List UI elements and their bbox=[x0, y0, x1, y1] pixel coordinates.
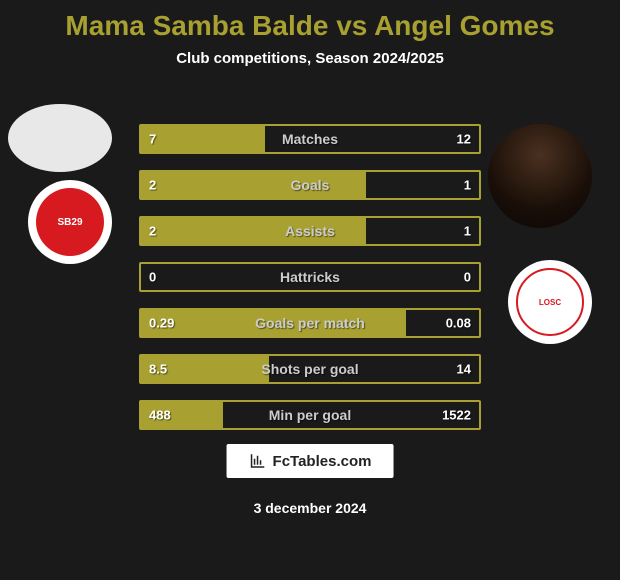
stat-value-right: 1522 bbox=[442, 408, 471, 423]
stat-row: 488Min per goal1522 bbox=[139, 400, 481, 430]
stat-label: Goals per match bbox=[141, 315, 479, 331]
stats-bars: 7Matches12 2Goals1 2Assists1 0Hattricks0 0.2… bbox=[139, 124, 481, 446]
stat-row: 8.5Shots per goal14 bbox=[139, 354, 481, 384]
stat-label: Min per goal bbox=[141, 407, 479, 423]
chart-icon bbox=[249, 452, 267, 470]
stat-row: 7Matches12 bbox=[139, 124, 481, 154]
club-left-badge: SB29 bbox=[28, 180, 112, 264]
footer-site-badge[interactable]: FcTables.com bbox=[227, 444, 394, 478]
player-right-avatar bbox=[488, 124, 592, 228]
stat-value-right: 12 bbox=[457, 132, 471, 147]
stat-label: Hattricks bbox=[141, 269, 479, 285]
stat-label: Matches bbox=[141, 131, 479, 147]
date-text: 3 december 2024 bbox=[254, 500, 367, 516]
footer-site-text: FcTables.com bbox=[273, 453, 372, 470]
stat-row: 0Hattricks0 bbox=[139, 262, 481, 292]
stat-value-right: 1 bbox=[464, 178, 471, 193]
stat-label: Goals bbox=[141, 177, 479, 193]
stat-value-right: 0 bbox=[464, 270, 471, 285]
page-title: Mama Samba Balde vs Angel Gomes bbox=[0, 0, 620, 42]
stat-label: Shots per goal bbox=[141, 361, 479, 377]
subtitle: Club competitions, Season 2024/2025 bbox=[0, 50, 620, 67]
stat-row: 2Assists1 bbox=[139, 216, 481, 246]
stat-label: Assists bbox=[141, 223, 479, 239]
stat-value-right: 1 bbox=[464, 224, 471, 239]
player-left-avatar bbox=[8, 104, 112, 172]
club-right-badge: LOSC bbox=[508, 260, 592, 344]
stat-value-right: 0.08 bbox=[446, 316, 471, 331]
stat-row: 2Goals1 bbox=[139, 170, 481, 200]
stat-value-right: 14 bbox=[457, 362, 471, 377]
club-right-short: LOSC bbox=[516, 268, 584, 336]
stat-row: 0.29Goals per match0.08 bbox=[139, 308, 481, 338]
club-left-short: SB29 bbox=[36, 188, 104, 256]
